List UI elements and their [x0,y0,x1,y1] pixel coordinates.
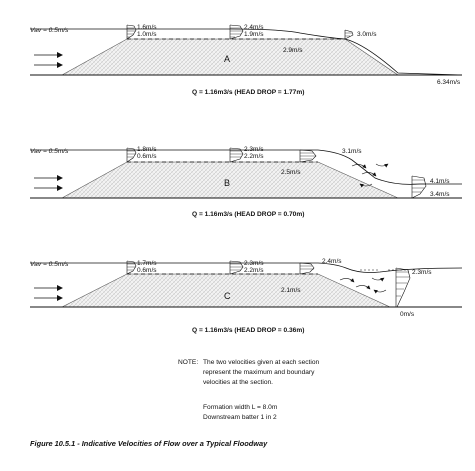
panel-caption-b: Q = 1.16m3/s (HEAD DROP = 0.70m) [192,211,304,218]
batter-note: Downstream batter 1 in 2 [203,414,277,421]
mid-vb-b: 2.2m/s [244,153,264,160]
down-velocity-b: 3.1m/s [342,148,362,155]
vav-label-c: Vav = 0.5m/s [30,261,69,268]
left-vmax-a: 1.6m/s [137,24,157,31]
note-block: NOTE: The two velocities given at each s… [178,359,320,421]
crest-velocity-a: 2.9m/s [283,47,303,54]
tail-velocity-a: 6.34m/s [437,79,461,86]
water-profile-a [229,28,463,76]
velocity-profile-a-mid [229,24,244,40]
left-vb-a: 1.0m/s [137,31,157,38]
note-line-1: The two velocities given at each section [203,359,320,366]
mid-vb-a: 1.9m/s [244,31,264,38]
vav-label-a: Vav = 0.5m/s [30,27,69,34]
left-vmax-b: 1.8m/s [137,146,157,153]
figure-caption: Figure 10.5.1 - Indicative Velocities of… [30,439,268,448]
panel-caption-a: Q = 1.16m3/s (HEAD DROP = 1.77m) [192,89,304,96]
panel-letter-a: A [224,54,230,64]
mid-vmax-c: 2.3m/s [244,260,264,267]
crest-velocity-b: 2.5m/s [281,169,301,176]
left-vmax-c: 1.7m/s [137,260,157,267]
mid-vmax-b: 2.3m/s [244,146,264,153]
vav-label-b: Vav = 0.5m/s [30,148,69,155]
down-velocity-a: 3.0m/s [357,31,377,38]
velocity-profile-a-down [344,29,354,40]
tail-velocity-c-2: 0m/s [400,311,415,318]
panel-caption-c: Q = 1.16m3/s (HEAD DROP = 0.36m) [192,327,304,334]
panel-letter-c: C [224,291,231,301]
mid-vb-c: 2.2m/s [244,267,264,274]
turbulence-b [351,163,389,188]
velocity-profile-c-left [126,260,137,275]
velocity-profile-b-down [299,149,317,163]
note-line-3: velocities at the section. [203,379,273,386]
panel-letter-b: B [224,178,230,188]
left-vb-b: 0.6m/s [137,153,157,160]
water-profile-c [317,262,463,273]
velocity-profile-c-down [299,262,315,275]
crest-velocity-c: 2.1m/s [281,287,301,294]
velocity-profile-c-tail [395,267,411,308]
panel-b: Vav = 0.5m/s 1.8m/s 0.6m/s 2.3m/s 2.2m/s… [30,146,462,218]
water-profile-b [317,149,462,185]
formation-width-note: Formation width L = 8.0m [203,404,278,411]
left-vb-c: 0.6m/s [137,267,157,274]
note-label: NOTE: [178,359,198,366]
velocity-profile-b-left [126,147,137,163]
mid-vmax-a: 2.4m/s [244,24,264,31]
tail-velocity-b-2: 3.4m/s [430,191,450,198]
velocity-profile-a-left [126,24,137,40]
tail-velocity-b-1: 4.1m/s [430,178,450,185]
turbulence-c [339,269,406,294]
down-velocity-c: 2.4m/s [322,258,342,265]
note-line-2: represent the maximum and boundary [203,369,315,376]
panel-c: Vav = 0.5m/s 1.7m/s 0.6m/s 2.3m/s 2.2m/s… [30,258,463,334]
velocity-profile-c-mid [229,260,244,275]
tail-velocity-c-1: 2.3m/s [412,269,432,276]
panel-a: Vav = 0.5m/s 1.6m/s 1.0m/s 2.4m/s 1.9m/s… [30,24,463,96]
velocity-profile-b-mid [229,147,244,163]
velocity-profile-b-tail [411,175,427,199]
